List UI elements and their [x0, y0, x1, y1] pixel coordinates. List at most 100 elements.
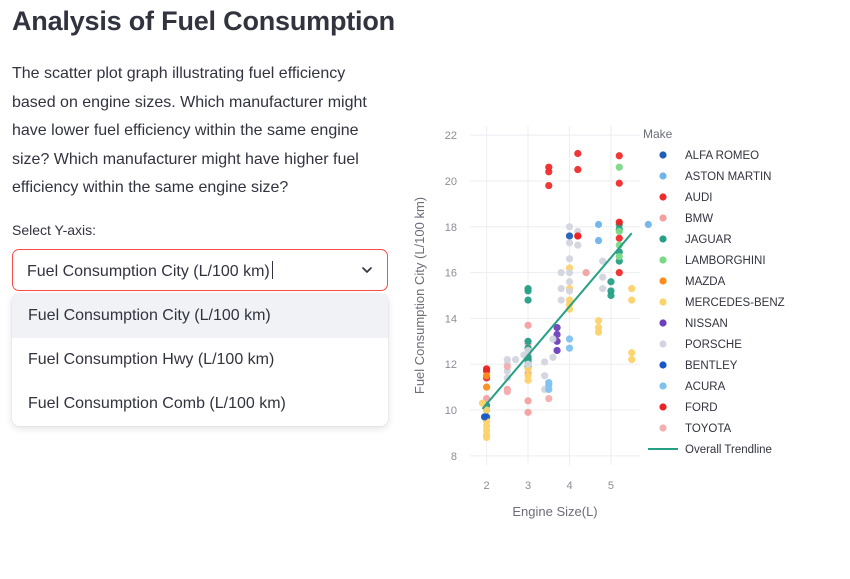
data-point[interactable]: [565, 268, 574, 277]
data-point[interactable]: [565, 239, 574, 247]
data-point[interactable]: [615, 163, 623, 171]
legend-label[interactable]: TOYOTA: [685, 423, 732, 435]
data-point[interactable]: [553, 323, 561, 332]
legend-label[interactable]: NISSAN: [685, 318, 728, 330]
chevron-down-icon[interactable]: [360, 263, 374, 277]
data-point[interactable]: [503, 362, 511, 371]
legend-label[interactable]: BMW: [685, 213, 713, 225]
data-point[interactable]: [545, 168, 553, 176]
data-point[interactable]: [615, 234, 623, 242]
data-point[interactable]: [594, 317, 603, 325]
data-point[interactable]: [545, 394, 553, 403]
legend-label[interactable]: ALFA ROMEO: [685, 150, 759, 162]
y-axis-select[interactable]: Fuel Consumption City (L/100 km): [12, 249, 388, 291]
legend-marker[interactable]: [659, 193, 667, 201]
data-point[interactable]: [615, 268, 623, 277]
data-point[interactable]: [628, 356, 636, 364]
data-point[interactable]: [565, 255, 574, 263]
legend-label[interactable]: LAMBORGHINI: [685, 255, 766, 267]
legend-marker[interactable]: [659, 340, 667, 348]
data-point[interactable]: [615, 227, 623, 235]
data-point[interactable]: [524, 397, 532, 405]
data-point[interactable]: [524, 296, 532, 304]
data-point[interactable]: [524, 321, 532, 329]
data-point[interactable]: [607, 278, 615, 286]
dropdown-option-fuel-city[interactable]: Fuel Consumption City (L/100 km): [12, 294, 388, 338]
data-point[interactable]: [628, 349, 636, 357]
data-point[interactable]: [549, 353, 557, 361]
data-point[interactable]: [615, 252, 623, 261]
legend-marker[interactable]: [659, 319, 667, 327]
data-point[interactable]: [628, 296, 636, 304]
data-point[interactable]: [574, 232, 582, 240]
data-point[interactable]: [482, 433, 491, 442]
data-point[interactable]: [557, 285, 565, 293]
data-point[interactable]: [482, 406, 491, 414]
data-point[interactable]: [482, 422, 491, 430]
data-point[interactable]: [478, 399, 487, 407]
data-point[interactable]: [615, 179, 623, 187]
legend-label[interactable]: AUDI: [685, 192, 712, 204]
legend-marker[interactable]: [659, 151, 667, 159]
data-point[interactable]: [524, 287, 532, 295]
data-point[interactable]: [574, 241, 582, 249]
data-point[interactable]: [482, 372, 491, 380]
legend-marker[interactable]: [659, 361, 667, 369]
data-point[interactable]: [512, 356, 520, 364]
legend-marker[interactable]: [659, 256, 667, 264]
data-point[interactable]: [594, 328, 603, 336]
data-point[interactable]: [545, 385, 553, 394]
legend-label[interactable]: BENTLEY: [685, 360, 738, 372]
data-point[interactable]: [503, 388, 511, 396]
data-point[interactable]: [541, 358, 549, 366]
data-point[interactable]: [565, 278, 574, 286]
data-point[interactable]: [557, 268, 565, 277]
data-point[interactable]: [594, 220, 603, 229]
legend-label[interactable]: ACURA: [685, 381, 726, 393]
data-point[interactable]: [524, 376, 532, 384]
data-point[interactable]: [628, 285, 636, 293]
data-point[interactable]: [599, 285, 607, 293]
data-point[interactable]: [615, 218, 623, 226]
legend-marker[interactable]: [659, 214, 667, 222]
legend-marker[interactable]: [659, 298, 667, 306]
data-point[interactable]: [553, 330, 561, 339]
data-point[interactable]: [545, 181, 553, 190]
data-point[interactable]: [482, 383, 491, 391]
data-point[interactable]: [644, 220, 652, 229]
legend-marker[interactable]: [659, 277, 667, 285]
data-point[interactable]: [553, 346, 561, 355]
legend-marker[interactable]: [659, 382, 667, 390]
legend-label[interactable]: ASTON MARTIN: [685, 171, 771, 183]
data-point[interactable]: [599, 273, 607, 281]
data-point[interactable]: [565, 344, 574, 352]
data-point[interactable]: [574, 165, 582, 174]
data-point[interactable]: [599, 257, 607, 265]
legend-label[interactable]: Overall Trendline: [685, 444, 772, 456]
data-point[interactable]: [524, 408, 532, 416]
data-point[interactable]: [482, 365, 491, 373]
legend-label[interactable]: MERCEDES-BENZ: [685, 297, 785, 309]
data-point[interactable]: [524, 337, 532, 345]
dropdown-option-fuel-hwy[interactable]: Fuel Consumption Hwy (L/100 km): [28, 351, 275, 368]
data-point[interactable]: [615, 152, 623, 160]
data-point[interactable]: [557, 296, 565, 304]
data-point[interactable]: [541, 372, 549, 380]
legend-marker[interactable]: [659, 424, 667, 432]
data-point[interactable]: [524, 360, 532, 368]
data-point[interactable]: [582, 268, 590, 277]
data-point[interactable]: [565, 232, 574, 240]
legend-label[interactable]: PORSCHE: [685, 339, 742, 351]
legend-label[interactable]: MAZDA: [685, 276, 726, 288]
legend-label[interactable]: FORD: [685, 402, 718, 414]
data-point[interactable]: [574, 149, 582, 158]
data-point[interactable]: [565, 335, 574, 343]
data-point[interactable]: [545, 378, 553, 387]
dropdown-option-fuel-comb[interactable]: Fuel Consumption Comb (L/100 km): [28, 395, 286, 412]
data-point[interactable]: [607, 291, 615, 300]
legend-label[interactable]: JAGUAR: [685, 234, 732, 246]
data-point[interactable]: [549, 335, 557, 343]
data-point[interactable]: [565, 287, 574, 295]
legend-marker[interactable]: [659, 403, 667, 411]
